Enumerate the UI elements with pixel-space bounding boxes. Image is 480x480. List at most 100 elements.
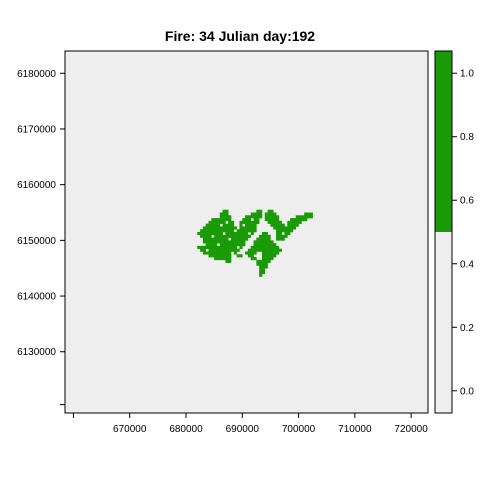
burned-cell (214, 254, 218, 258)
burned-cell (250, 248, 254, 252)
burned-cell (261, 243, 266, 247)
burned-cell (219, 220, 223, 224)
burned-cell (261, 257, 266, 261)
burned-cell (295, 218, 299, 222)
burned-cell (259, 270, 263, 275)
burned-cell (216, 240, 221, 244)
burned-cell (225, 237, 229, 241)
burned-cell (214, 245, 218, 249)
burned-cell (219, 254, 223, 258)
burned-cell (211, 237, 215, 241)
burned-cell (264, 234, 268, 238)
burned-cell (270, 212, 274, 216)
burned-cell (245, 251, 249, 255)
burned-cell (231, 223, 235, 227)
burned-cell (200, 234, 204, 238)
burned-cell (219, 232, 223, 236)
burned-cell (202, 234, 206, 238)
burned-cell (287, 223, 291, 227)
burned-cell (219, 218, 223, 222)
burned-cell (287, 220, 291, 224)
burned-cell (247, 220, 252, 224)
burned-cell (261, 251, 266, 255)
burned-cell (284, 226, 288, 230)
burned-cell (270, 254, 274, 258)
burned-cell (267, 240, 271, 244)
burned-cell (276, 215, 280, 219)
burned-cell (290, 226, 294, 230)
burned-cell (256, 215, 260, 219)
burned-cell (267, 259, 271, 263)
burned-cell (264, 245, 268, 249)
burned-cell (233, 248, 237, 252)
burned-cell (202, 251, 206, 255)
burned-cell (216, 237, 221, 241)
burned-cell (211, 218, 215, 222)
burned-cell (225, 209, 229, 213)
burned-cell (242, 220, 246, 224)
burned-cell (242, 240, 246, 244)
y-tick-label: 6180000 (17, 69, 56, 80)
burned-cell (242, 232, 246, 236)
burned-cell (205, 234, 209, 238)
burned-cell (202, 237, 206, 241)
burned-cell (225, 232, 229, 236)
burned-cell (205, 223, 209, 227)
burned-cell (256, 240, 260, 244)
burned-cell (214, 234, 218, 238)
burned-cell (236, 234, 240, 238)
burned-cell (292, 218, 297, 222)
burned-cell (250, 229, 254, 233)
burned-cell (253, 212, 257, 216)
burned-cell (307, 215, 311, 219)
burned-cell (211, 226, 215, 230)
burned-cell (264, 240, 268, 244)
burned-cell (273, 218, 277, 222)
burned-cell (276, 223, 280, 227)
burned-cell (270, 215, 274, 219)
burned-cell (222, 254, 226, 258)
burned-cell (309, 212, 313, 216)
burned-cell (225, 212, 229, 216)
burned-cell (225, 229, 229, 233)
burned-cell (208, 232, 212, 236)
burned-cell (225, 254, 229, 258)
burned-cell (222, 218, 226, 222)
burned-cell (219, 237, 223, 241)
burned-cell (211, 254, 215, 258)
burned-cell (239, 240, 243, 244)
burned-cell (222, 251, 226, 255)
burned-cell (256, 212, 260, 216)
chart-title: Fire: 34 Julian day:192 (165, 28, 315, 44)
burned-cell (281, 223, 285, 227)
burned-cell (253, 220, 257, 224)
burned-cell (276, 226, 280, 230)
burned-cell (247, 226, 252, 230)
colorbar-segment (435, 51, 452, 232)
burned-cell (256, 209, 260, 213)
burned-cell (211, 223, 215, 227)
burned-cell (261, 262, 266, 266)
burned-cell (222, 220, 226, 224)
burned-cell (202, 248, 206, 252)
burned-cell (233, 232, 237, 236)
burned-cell (259, 273, 263, 277)
burned-cell (216, 226, 221, 230)
burned-cell (208, 243, 212, 247)
burned-cell (247, 248, 252, 252)
burned-cell (239, 220, 243, 224)
burned-cell (304, 215, 308, 219)
burned-cell (247, 254, 252, 258)
burned-cell (264, 232, 268, 236)
burned-cell (216, 232, 221, 236)
burned-cell (270, 243, 274, 247)
burned-cell (256, 220, 260, 224)
burned-cell (264, 257, 268, 261)
burned-cell (253, 257, 257, 261)
burned-cell (236, 229, 240, 233)
burned-cell (298, 215, 302, 219)
burned-cell (281, 229, 285, 233)
burned-cell (205, 237, 209, 241)
burned-cell (216, 257, 221, 261)
